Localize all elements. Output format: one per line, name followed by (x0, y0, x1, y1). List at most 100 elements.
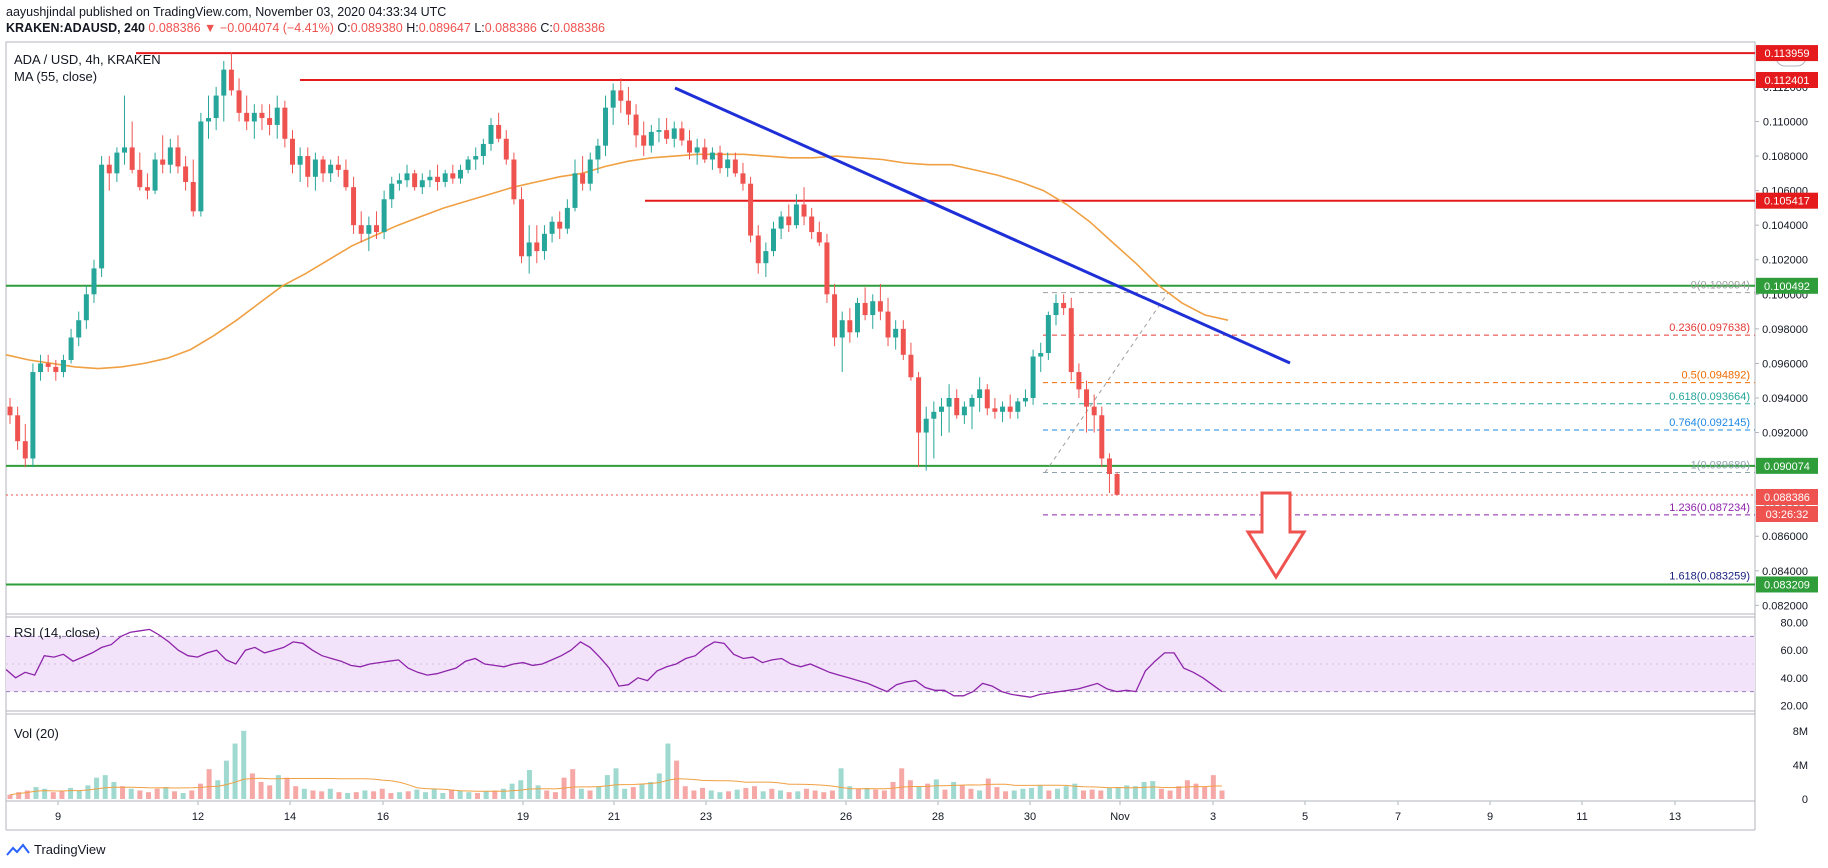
candle-body (503, 138, 509, 160)
candle-body (893, 328, 899, 338)
volume-bar (197, 783, 203, 799)
close-value: 0.088386 (552, 21, 606, 35)
candle-body (91, 268, 97, 295)
candle-body (99, 164, 105, 269)
candle-body (190, 181, 196, 212)
volume-bar (258, 781, 264, 799)
candle-body (38, 363, 44, 373)
volume-bar (1072, 783, 1078, 799)
volume-bar (379, 788, 385, 799)
volume-bar (1176, 786, 1182, 799)
rsi-line (5, 628, 1223, 698)
candle-body (839, 320, 845, 338)
volume-bar (500, 788, 506, 799)
fib-level-label: 0.236(0.097638) (1669, 322, 1750, 334)
candle-body (160, 159, 166, 165)
footer: TradingView (6, 842, 106, 857)
volume-bar (50, 792, 56, 799)
price-label-text: 0.112401 (1764, 75, 1809, 87)
volume-bar (1210, 775, 1216, 799)
candle-body (328, 164, 334, 174)
candle-body (816, 232, 822, 243)
price-label-text: 0.100492 (1764, 281, 1810, 293)
time-tick-label: Nov (1110, 811, 1130, 823)
candle-body (877, 301, 883, 312)
candle-body (618, 90, 624, 101)
candle-body (580, 173, 586, 184)
candle-body (267, 118, 273, 125)
footer-brand[interactable]: TradingView (34, 842, 106, 857)
candle-body (992, 408, 998, 412)
time-tick-label: 14 (284, 811, 296, 823)
publish-line: aayushjindal published on TradingView.co… (6, 5, 446, 19)
volume-bar (769, 788, 775, 799)
volume-bar (648, 781, 654, 799)
volume-bar (68, 787, 74, 799)
price-tick-label: 0.092000 (1762, 428, 1808, 440)
candle-body (847, 320, 853, 333)
volume-bar (1063, 786, 1069, 799)
price-change: −0.004074 (−4.41%) (219, 21, 334, 35)
rsi-tick-label: 60.00 (1780, 645, 1808, 657)
volume-bar (1167, 790, 1173, 799)
volume-bar (146, 792, 152, 799)
candle-body (297, 156, 303, 165)
volume-bar (1184, 780, 1190, 799)
price-label-badge (1756, 45, 1818, 62)
volume-bar (449, 789, 455, 799)
volume-bar (951, 781, 957, 799)
volume-bar (180, 793, 186, 799)
volume-bar (795, 791, 801, 799)
volume-bar (345, 793, 351, 799)
candle-body (1015, 401, 1021, 412)
candle-body (144, 187, 150, 191)
volume-bar (587, 790, 593, 799)
price-label-badge (1756, 72, 1818, 89)
volume-bar (232, 743, 238, 799)
volume-bar (1115, 787, 1121, 799)
price-tick-label: 0.094000 (1762, 393, 1808, 405)
candle-body (305, 156, 311, 177)
volume-bar (674, 760, 680, 799)
candle-body (76, 320, 82, 338)
volume-bar (622, 788, 628, 799)
candle-body (908, 354, 914, 378)
volume-bar (474, 793, 480, 799)
down-arrow-annotation-icon (1245, 491, 1307, 580)
ma-55-line (5, 153, 1229, 370)
time-tick-label: 11 (1576, 811, 1587, 823)
candle-body (534, 242, 540, 252)
volume-bar (85, 785, 91, 799)
volume-bar (726, 791, 732, 799)
price-tick-label: 0.110000 (1763, 116, 1808, 128)
volume-bar (206, 769, 212, 799)
candle-body (1091, 406, 1097, 416)
candle-body (717, 152, 723, 169)
candle-body (603, 107, 609, 146)
volume-label: Vol (20) (14, 726, 59, 741)
volume-bar (94, 777, 100, 799)
candle-body (53, 366, 59, 373)
volume-bar (985, 778, 991, 799)
volume-bar (24, 790, 30, 799)
volume-bar (1020, 788, 1026, 799)
candle-body (366, 225, 372, 234)
volume-bar (362, 790, 368, 799)
time-tick-label: 16 (377, 811, 389, 823)
open-value: 0.089380 (350, 21, 403, 35)
volume-bar (128, 788, 134, 799)
candle-body (152, 159, 158, 191)
candle-body (427, 176, 433, 181)
candle-body (122, 147, 128, 153)
high-label: H: (406, 21, 419, 35)
candle-body (289, 138, 295, 165)
candle-body (442, 173, 448, 182)
author-name[interactable]: aayushjindal (6, 5, 76, 19)
volume-bar (1193, 783, 1199, 799)
candle-body (786, 216, 792, 226)
candle-body (763, 251, 769, 264)
candle-body (923, 418, 929, 433)
candle-body (389, 183, 395, 200)
candle-body (198, 121, 204, 212)
